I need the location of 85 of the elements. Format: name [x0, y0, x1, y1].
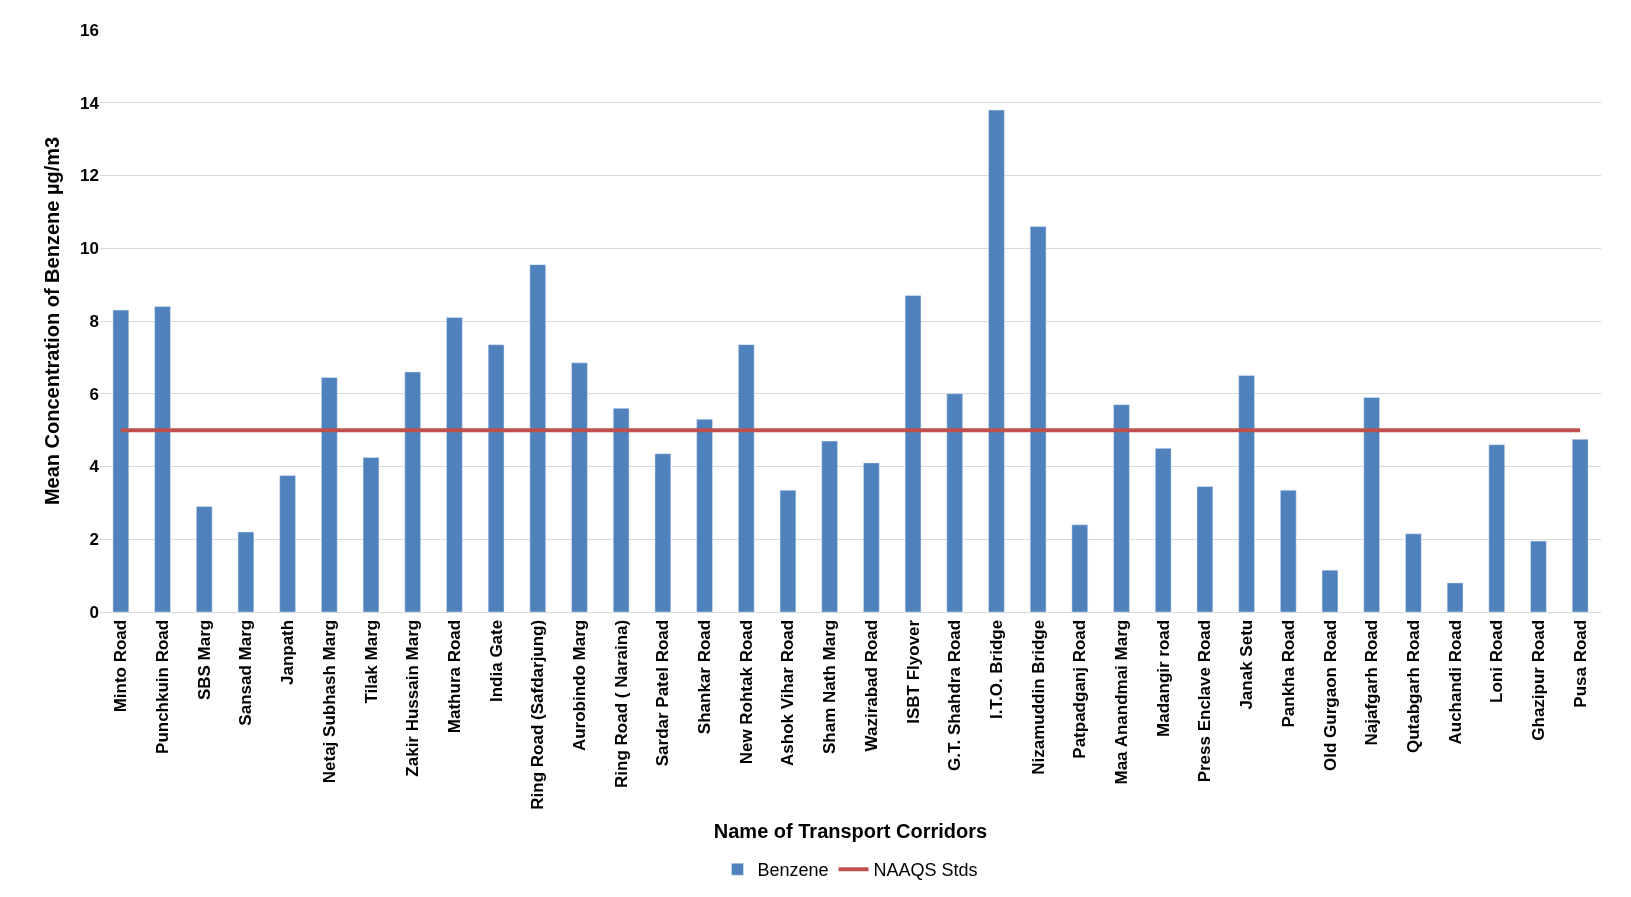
bar [154, 306, 171, 613]
x-tick-label: New Rohtak Road [736, 619, 756, 765]
bar [1196, 486, 1214, 613]
x-tick-label: Patpadganj Road [1070, 619, 1090, 759]
bar [1238, 375, 1255, 613]
x-tick-label: Press Enclave Road [1195, 619, 1215, 783]
x-axis-title: Name of Transport Corridors [713, 820, 988, 843]
bar [321, 377, 338, 613]
bar [863, 462, 880, 613]
bar [1571, 438, 1589, 613]
bar [237, 531, 255, 613]
y-tick-label: 14 [80, 93, 100, 113]
y-tick-label: 4 [89, 457, 100, 477]
x-tick-label: Sham Nath Marg [820, 619, 840, 754]
bar [196, 506, 213, 613]
x-tick-label: Pankha Road [1278, 619, 1298, 728]
x-tick-label: Punchkuin Road [153, 619, 173, 754]
y-tick-label: 10 [80, 239, 99, 259]
bar [1488, 444, 1505, 613]
bar [571, 362, 588, 613]
bar [1071, 524, 1088, 613]
bar [404, 371, 421, 613]
x-tick-label: Tilak Marg [361, 619, 381, 704]
y-tick-label: 16 [80, 20, 99, 40]
x-tick-label: Zakir Hussain Marg [403, 619, 423, 777]
legend-label: Benzene [757, 860, 829, 881]
bar [487, 344, 505, 613]
x-tick-label: Minto Road [111, 619, 131, 713]
y-tick-label: 12 [80, 166, 99, 186]
x-tick-label: Sardar Patel Road [653, 619, 673, 767]
bar [446, 317, 463, 613]
bar [1405, 533, 1422, 613]
bar [1446, 582, 1464, 613]
bar [1530, 540, 1547, 613]
bar [779, 489, 797, 613]
x-tick-label: Aurobindo Marg [570, 619, 590, 752]
y-axis-title: Mean Concentration of Benzene µg/m3 [40, 136, 63, 506]
x-tick-label: Ring Road (Safdarjung) [528, 619, 548, 810]
bar [362, 457, 380, 613]
bar [821, 440, 838, 613]
x-tick-label: Janpath [278, 619, 298, 686]
bar [279, 475, 296, 613]
legend-label: NAAQS Stds [873, 860, 978, 881]
y-tick-label: 6 [89, 384, 99, 404]
y-tick-label: 2 [89, 530, 99, 550]
x-tick-label: Auchandi Road [1445, 619, 1465, 745]
x-tick-label: Pusa Road [1570, 619, 1590, 708]
x-tick-label: Nizamuddin Bridge [1028, 619, 1048, 775]
x-tick-label: Shankar Road [695, 619, 715, 735]
bar [529, 264, 546, 613]
x-tick-label: SBS Marg [194, 619, 214, 701]
x-tick-label: India Gate [486, 619, 506, 703]
x-tick-label: Maa Anandmai Marg [1112, 619, 1132, 785]
bar [696, 418, 713, 613]
bar [738, 344, 755, 613]
x-tick-label: Janak Setu [1237, 619, 1257, 710]
x-tick-label: Ghazipur Road [1528, 619, 1548, 741]
x-tick-label: Wazirabad Road [861, 619, 881, 752]
bar [1113, 404, 1130, 613]
x-tick-label: G.T. Shahdra Road [945, 619, 965, 771]
x-tick-label: Netaj Subhash Marg [319, 619, 339, 784]
bar [946, 393, 963, 613]
bar [1155, 448, 1172, 613]
x-tick-label: Qutabgarh Road [1403, 619, 1423, 753]
x-tick-label: Mathura Road [444, 619, 464, 734]
y-tick-label: 0 [89, 602, 99, 622]
x-tick-label: Loni Road [1487, 619, 1507, 703]
bar [654, 453, 672, 613]
bar [613, 408, 630, 613]
x-tick-label: Madangir road [1153, 619, 1173, 737]
bar [1029, 226, 1047, 613]
x-tick-label: I.T.O. Bridge [986, 619, 1006, 720]
bar [904, 295, 922, 613]
bar [988, 109, 1005, 613]
y-tick-label: 8 [89, 311, 99, 331]
bar [112, 309, 130, 613]
x-tick-label: Ring Road ( Naraina) [611, 619, 631, 788]
x-tick-label: Sansad Marg [236, 619, 256, 726]
x-tick-label: Old Gurgaon Road [1320, 619, 1340, 771]
bar [1280, 489, 1297, 613]
x-tick-label: Najafgarh Road [1362, 619, 1382, 746]
bar [1321, 569, 1339, 613]
x-tick-label: Ashok Vihar Road [778, 619, 798, 766]
x-tick-label: ISBT Flyover [903, 619, 923, 724]
bar [1363, 397, 1380, 613]
